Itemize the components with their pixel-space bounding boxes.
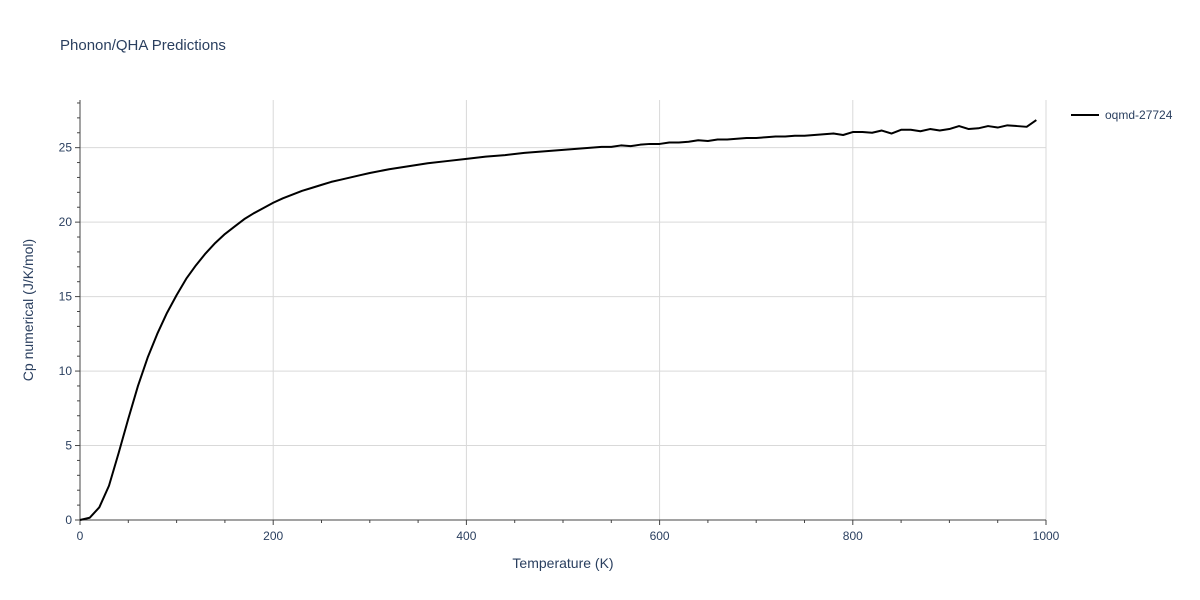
axes: 0 200 400 600 800 1000 0 5 10 15 20 25 [59, 100, 1060, 543]
x-tick-label: 0 [77, 529, 84, 543]
x-tick-label: 800 [843, 529, 863, 543]
y-axis-title: Cp numerical (J/K/mol) [20, 239, 36, 381]
x-tick-label: 1000 [1033, 529, 1060, 543]
x-tick-label: 600 [650, 529, 670, 543]
y-tick-label: 15 [59, 290, 73, 304]
chart-title: Phonon/QHA Predictions [60, 37, 226, 54]
grid [80, 100, 1047, 520]
x-tick-label: 400 [456, 529, 476, 543]
y-tick-label: 5 [65, 439, 72, 453]
y-tick-label: 20 [59, 215, 73, 229]
series-layer [79, 119, 1037, 521]
y-tick-label: 25 [59, 141, 73, 155]
legend[interactable]: oqmd-27724 [1071, 108, 1173, 122]
y-tick-label: 0 [65, 513, 72, 527]
x-tick-label: 200 [263, 529, 283, 543]
y-tick-label: 10 [59, 364, 73, 378]
legend-label: oqmd-27724 [1105, 108, 1173, 122]
x-axis-title: Temperature (K) [512, 555, 613, 571]
series-line-oqmd-27724 [79, 119, 1037, 521]
